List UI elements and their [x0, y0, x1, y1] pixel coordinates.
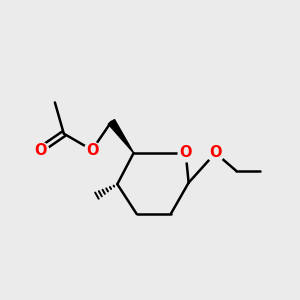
Text: O: O [34, 142, 46, 158]
Text: O: O [209, 146, 222, 160]
Polygon shape [108, 119, 134, 153]
Text: O: O [179, 146, 192, 160]
Text: O: O [86, 142, 98, 158]
